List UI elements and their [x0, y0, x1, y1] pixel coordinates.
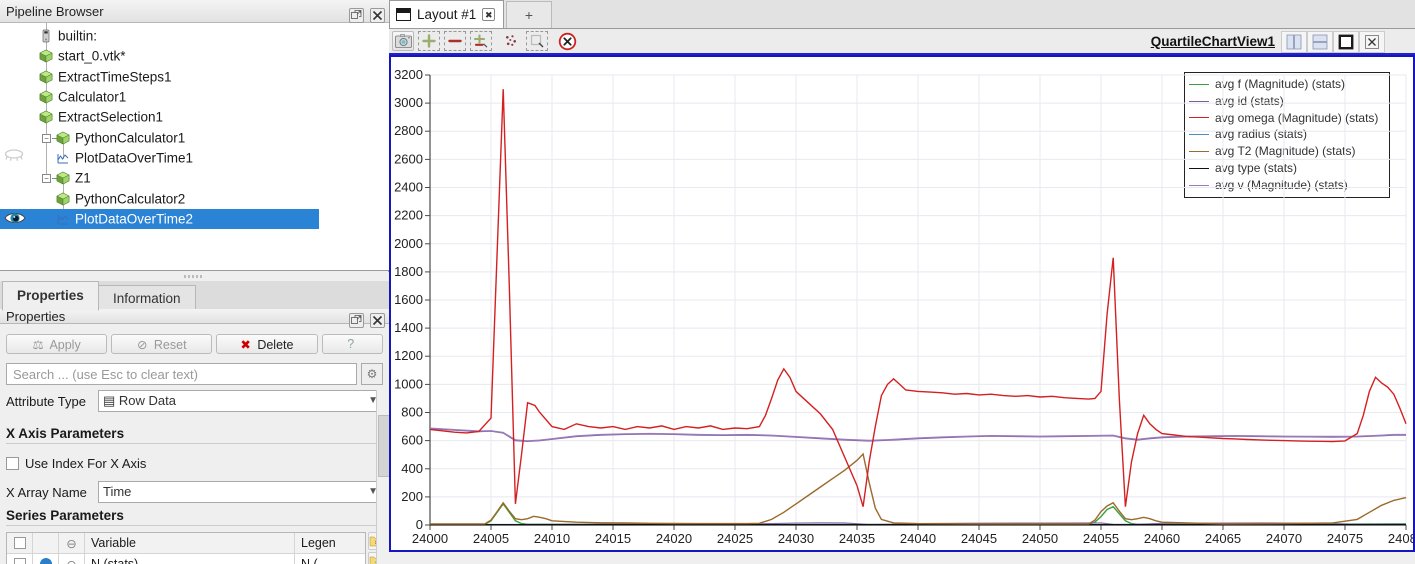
svg-text:400: 400 — [401, 461, 423, 476]
svg-text:2400: 2400 — [394, 180, 423, 195]
svg-text:1200: 1200 — [394, 348, 423, 363]
svg-text:3000: 3000 — [394, 95, 423, 110]
svg-text:24065: 24065 — [1205, 531, 1241, 546]
svg-text:24005: 24005 — [473, 531, 509, 546]
svg-text:0: 0 — [416, 517, 423, 532]
svg-text:2200: 2200 — [394, 208, 423, 223]
svg-text:24050: 24050 — [1022, 531, 1058, 546]
svg-text:24010: 24010 — [534, 531, 570, 546]
svg-text:24000: 24000 — [412, 531, 448, 546]
svg-text:1600: 1600 — [394, 292, 423, 307]
svg-text:24055: 24055 — [1083, 531, 1119, 546]
svg-text:24075: 24075 — [1327, 531, 1363, 546]
svg-text:200: 200 — [401, 489, 423, 504]
svg-text:24015: 24015 — [595, 531, 631, 546]
svg-text:1000: 1000 — [394, 376, 423, 391]
svg-text:1400: 1400 — [394, 320, 423, 335]
svg-text:24060: 24060 — [1144, 531, 1180, 546]
svg-text:24040: 24040 — [900, 531, 936, 546]
svg-text:2800: 2800 — [394, 123, 423, 138]
svg-text:24035: 24035 — [839, 531, 875, 546]
svg-text:24030: 24030 — [778, 531, 814, 546]
svg-text:24045: 24045 — [961, 531, 997, 546]
svg-text:24070: 24070 — [1266, 531, 1302, 546]
svg-text:24020: 24020 — [656, 531, 692, 546]
svg-text:2600: 2600 — [394, 151, 423, 166]
svg-text:2000: 2000 — [394, 236, 423, 251]
svg-text:800: 800 — [401, 405, 423, 420]
svg-text:3200: 3200 — [394, 67, 423, 82]
svg-text:24025: 24025 — [717, 531, 753, 546]
svg-text:24080: 24080 — [1388, 531, 1413, 546]
svg-text:1800: 1800 — [394, 264, 423, 279]
svg-text:600: 600 — [401, 433, 423, 448]
